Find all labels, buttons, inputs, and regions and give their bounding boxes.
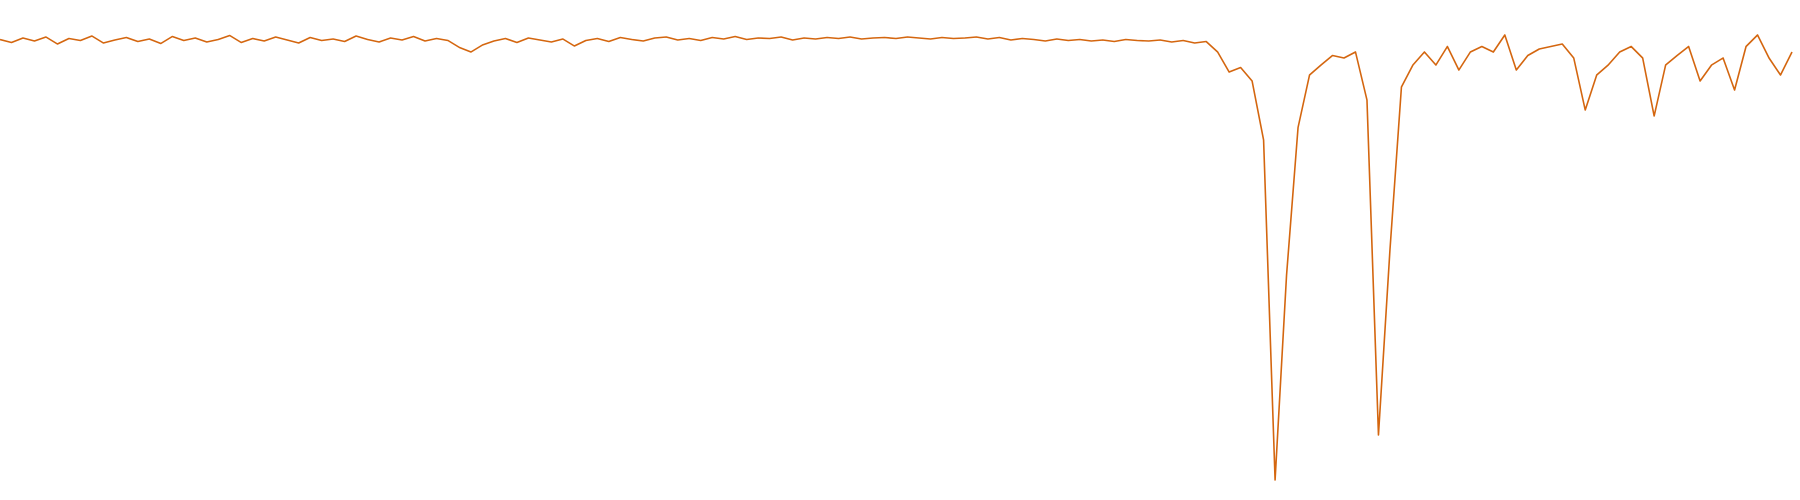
data-line: [0, 34, 1793, 481]
